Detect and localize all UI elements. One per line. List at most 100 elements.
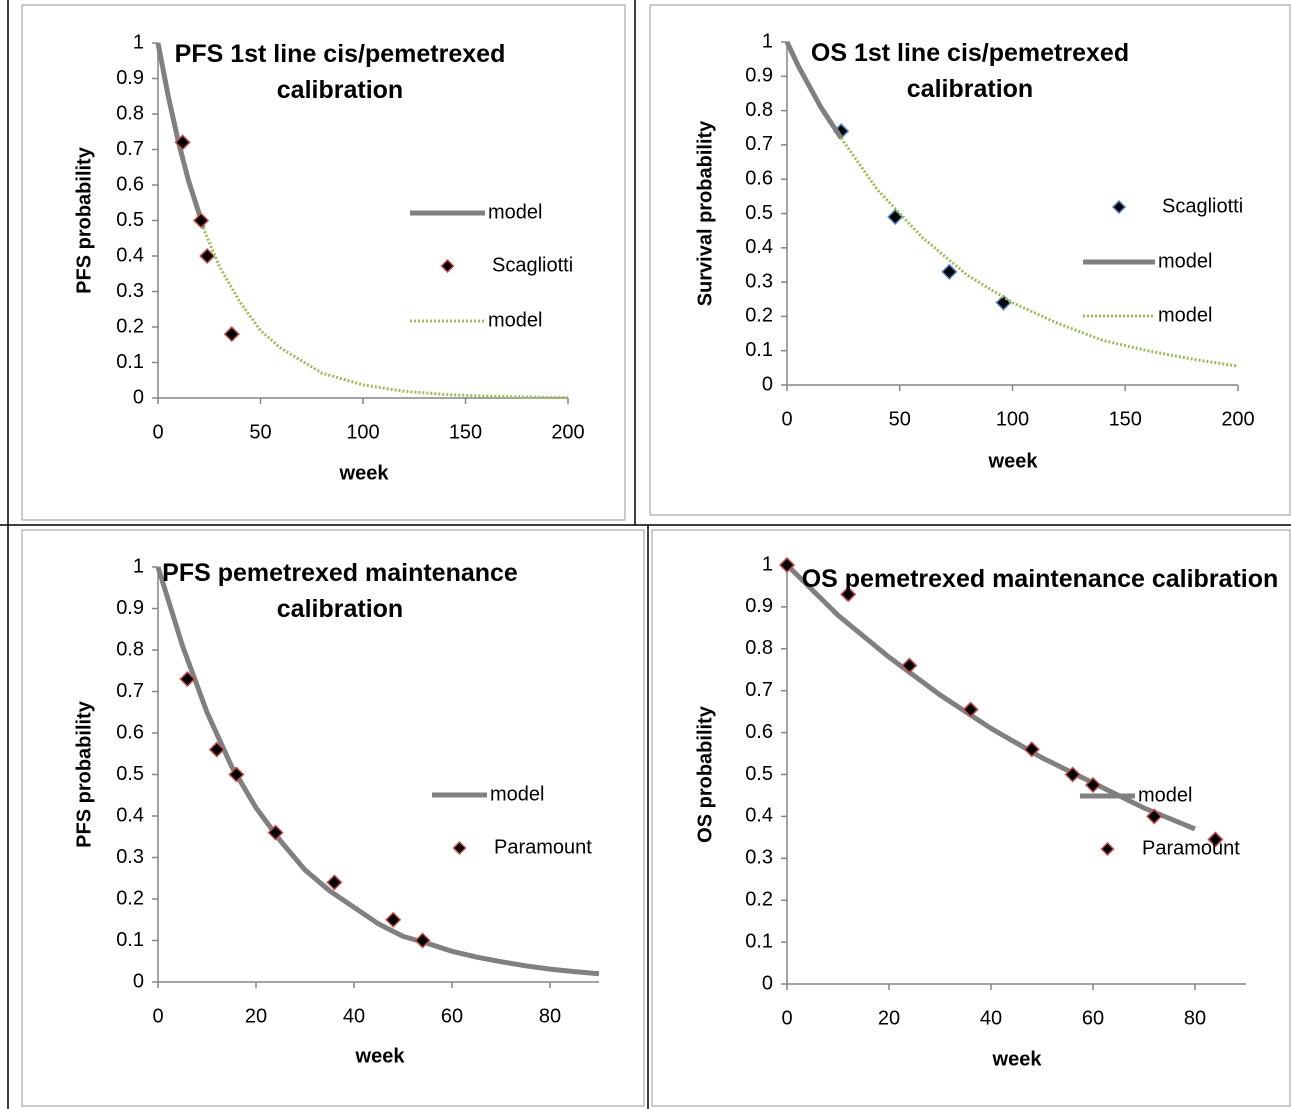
y-tick-label: 0.3: [745, 847, 773, 869]
x-tick-label: 100: [346, 421, 379, 443]
y-tick-label: 0: [133, 386, 144, 408]
y-tick-label: 0.8: [745, 99, 773, 121]
y-tick-label: 0.2: [116, 887, 144, 909]
data-point: [199, 247, 216, 265]
x-axis-label: week: [988, 450, 1039, 472]
y-axis-label: PFS probability: [73, 146, 95, 294]
y-tick-label: 0.7: [745, 133, 773, 155]
data-point: [962, 701, 979, 718]
x-tick-label: 50: [889, 408, 911, 430]
data-point: [840, 586, 857, 603]
data-point: [1146, 808, 1163, 825]
legend-swatch: [452, 840, 467, 856]
data-point: [887, 208, 904, 225]
x-tick-label: 200: [551, 421, 584, 443]
data-point: [901, 657, 918, 674]
legend-label: Scagliotti: [492, 254, 573, 276]
y-tick-label: 0.5: [116, 763, 144, 785]
y-tick-label: 0.5: [745, 202, 773, 224]
y-tick-label: 0.4: [745, 236, 773, 258]
y-tick-label: 0.1: [745, 339, 773, 361]
data-point: [385, 911, 402, 928]
x-axis-label: week: [355, 1045, 406, 1067]
legend-label: model: [488, 309, 542, 331]
y-tick-label: 0.3: [745, 270, 773, 292]
y-tick-label: 0.8: [116, 102, 144, 124]
y-tick-label: 1: [762, 30, 773, 52]
x-tick-label: 20: [878, 1007, 900, 1029]
data-point: [1023, 741, 1040, 758]
data-point: [1207, 831, 1224, 848]
model-line: [201, 227, 569, 400]
data-point: [208, 741, 225, 758]
chart-border: [649, 4, 1291, 516]
y-tick-label: 0.7: [745, 679, 773, 701]
legend-label: model: [1138, 784, 1192, 806]
y-tick-label: 0.9: [116, 67, 144, 89]
legend-label: Scagliotti: [1162, 195, 1243, 217]
x-tick-label: 100: [996, 408, 1029, 430]
legend-swatch: [1100, 841, 1115, 857]
x-tick-label: 60: [1082, 1007, 1104, 1029]
x-axis-label: week: [339, 462, 390, 484]
y-tick-label: 0.8: [745, 637, 773, 659]
y-tick-label: 0.2: [745, 888, 773, 910]
model-line: [155, 566, 600, 977]
data-point: [414, 932, 431, 949]
y-tick-label: 0: [762, 972, 773, 994]
y-tick-label: 0.9: [745, 595, 773, 617]
chart-title: OS 1st line cis/pemetrexed calibration: [810, 39, 1130, 103]
x-tick-label: 150: [449, 421, 482, 443]
y-tick-label: 0.6: [116, 721, 144, 743]
x-tick-label: 80: [539, 1005, 561, 1027]
data-point: [326, 874, 343, 891]
x-tick-label: 60: [441, 1005, 463, 1027]
x-tick-label: 50: [249, 421, 271, 443]
legend-label: Paramount: [494, 836, 592, 858]
chart-title: PFS 1st line cis/pemetrexed calibration: [174, 40, 506, 104]
y-tick-label: 0.1: [116, 351, 144, 373]
y-tick-label: 0.1: [745, 930, 773, 952]
y-tick-label: 0.4: [116, 244, 144, 266]
legend-label: model: [1158, 250, 1212, 272]
model-line: [839, 137, 1239, 368]
y-tick-label: 0.7: [116, 138, 144, 160]
x-tick-label: 0: [781, 1007, 792, 1029]
x-tick-label: 150: [1109, 408, 1142, 430]
x-tick-label: 0: [152, 421, 163, 443]
legend-label: model: [490, 783, 544, 805]
y-tick-label: 0: [133, 970, 144, 992]
y-tick-label: 0.2: [745, 305, 773, 327]
y-tick-label: 0.5: [116, 209, 144, 231]
x-tick-label: 40: [343, 1005, 365, 1027]
x-tick-label: 80: [1184, 1007, 1206, 1029]
x-tick-label: 0: [152, 1005, 163, 1027]
x-axis-label: week: [992, 1048, 1043, 1070]
data-point: [179, 670, 196, 688]
legend-swatch: [440, 258, 455, 274]
x-tick-label: 20: [245, 1005, 267, 1027]
y-tick-label: 0.6: [116, 173, 144, 195]
y-axis-label: OS probability: [694, 705, 716, 843]
y-tick-label: 0.1: [116, 929, 144, 951]
legend-label: Paramount: [1142, 837, 1240, 859]
data-point: [941, 263, 958, 280]
y-tick-label: 0.6: [745, 721, 773, 743]
chart-title: PFS pemetrexed maintenance calibration: [162, 559, 518, 623]
chart-border: [21, 529, 645, 1107]
x-tick-label: 200: [1221, 408, 1254, 430]
chart-border: [651, 529, 1291, 1107]
y-tick-label: 0.3: [116, 846, 144, 868]
data-point: [778, 556, 796, 574]
data-point: [174, 134, 191, 151]
y-tick-label: 1: [133, 555, 144, 577]
chart-border: [21, 4, 626, 521]
legend-swatch: [1111, 199, 1127, 215]
data-point: [267, 824, 284, 841]
y-tick-label: 0.8: [116, 638, 144, 660]
y-tick-label: 0.2: [116, 315, 144, 337]
y-tick-label: 1: [133, 31, 144, 53]
data-point: [192, 212, 210, 229]
